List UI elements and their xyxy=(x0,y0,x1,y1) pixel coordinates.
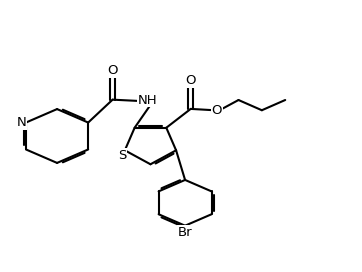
Text: O: O xyxy=(212,104,222,117)
Text: O: O xyxy=(185,75,196,87)
Text: S: S xyxy=(118,149,126,162)
Text: Br: Br xyxy=(178,226,192,239)
Text: O: O xyxy=(108,64,118,77)
Text: NH: NH xyxy=(138,94,157,107)
Text: N: N xyxy=(16,116,26,129)
